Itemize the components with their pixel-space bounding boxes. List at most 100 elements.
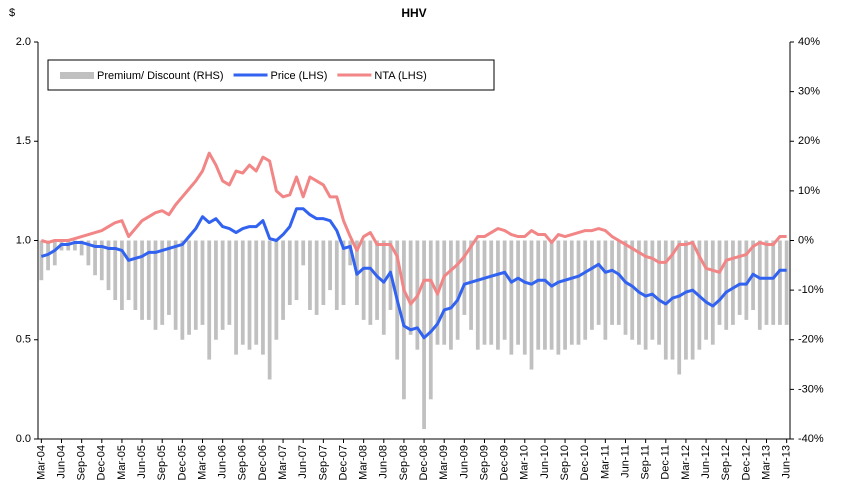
x-tick-label: Jun-05 — [136, 445, 148, 479]
x-tick-label: Mar-13 — [760, 445, 772, 480]
y2-tick-label: -10% — [798, 284, 824, 296]
chart-title: HHV — [401, 6, 426, 20]
bar — [455, 240, 460, 340]
y-tick-label: 1.5 — [16, 135, 31, 147]
bar — [677, 240, 682, 375]
x-tick-label: Dec-12 — [740, 445, 752, 480]
bar — [771, 240, 776, 325]
bar — [361, 240, 366, 320]
x-tick-label: Jun-12 — [700, 445, 712, 479]
bar — [475, 240, 480, 350]
x-tick-label: Sep-07 — [317, 445, 329, 480]
bar — [496, 240, 500, 350]
bar — [744, 240, 749, 320]
bar — [146, 240, 151, 320]
x-tick-label: Jun-06 — [217, 445, 229, 479]
bar — [193, 240, 198, 330]
bar — [650, 240, 655, 340]
x-tick-label: Sep-05 — [156, 445, 168, 480]
x-tick-label: Dec-09 — [499, 445, 511, 480]
bar — [240, 240, 245, 345]
bar — [569, 240, 574, 345]
legend-label: NTA (LHS) — [374, 70, 426, 82]
legend-swatch — [60, 72, 94, 79]
bar — [328, 240, 332, 291]
bar — [616, 240, 621, 325]
bar — [516, 240, 520, 345]
bar — [489, 240, 494, 345]
bar — [140, 240, 144, 320]
y2-tick-label: 0% — [798, 234, 814, 246]
x-tick-label: Mar-12 — [680, 445, 692, 480]
bar — [731, 240, 735, 325]
bar — [482, 240, 487, 345]
bar — [153, 240, 158, 330]
bar — [717, 240, 722, 325]
bar — [657, 240, 661, 345]
bar — [79, 240, 84, 256]
x-tick-label: Dec-06 — [257, 445, 269, 480]
x-tick-label: Mar-11 — [599, 445, 611, 479]
x-tick-label: Jun-04 — [55, 445, 67, 479]
y2-tick-label: -20% — [798, 334, 824, 346]
bar — [549, 240, 554, 350]
bar — [160, 240, 165, 325]
bar — [214, 240, 218, 340]
y-tick-label: 0.5 — [16, 334, 31, 346]
x-tick-label: Mar-07 — [277, 445, 289, 480]
x-tick-label: Jun-11 — [619, 445, 631, 478]
bar — [684, 240, 688, 360]
x-tick-label: Sep-09 — [478, 445, 490, 480]
bar — [341, 240, 346, 306]
bar — [334, 240, 339, 310]
bar — [281, 240, 285, 320]
bar — [86, 240, 91, 266]
bar — [39, 240, 44, 281]
bar — [267, 240, 272, 380]
y2-tick-label: 40% — [798, 36, 820, 48]
bar — [724, 240, 729, 330]
bar — [422, 240, 426, 430]
x-tick-label: Jun-10 — [539, 445, 551, 479]
bar — [630, 240, 635, 340]
x-tick-label: Sep-11 — [640, 445, 652, 480]
bar — [462, 240, 467, 315]
x-tick-label: Dec-07 — [337, 445, 349, 480]
bar — [180, 240, 185, 340]
y-tick-label: 1.0 — [16, 234, 31, 246]
legend-label: Price (LHS) — [271, 70, 328, 82]
bar — [348, 240, 353, 266]
bar — [576, 240, 581, 345]
y-tick-label: 2.0 — [16, 36, 31, 48]
y-axis-label: $ — [9, 7, 15, 19]
x-tick-label: Mar-09 — [438, 445, 450, 480]
line-series — [40, 151, 787, 306]
x-tick-label: Mar-06 — [196, 445, 208, 480]
bar — [274, 240, 279, 340]
x-tick-label: Sep-10 — [559, 445, 571, 480]
bar — [502, 240, 507, 340]
x-tick-label: Dec-11 — [660, 445, 672, 480]
bar — [610, 240, 614, 325]
x-tick-label: Mar-10 — [519, 445, 531, 480]
bar — [207, 240, 212, 360]
bar — [590, 240, 594, 330]
bar — [308, 240, 312, 310]
bar — [93, 240, 97, 276]
bar — [778, 240, 782, 325]
bar — [563, 240, 567, 350]
bar — [757, 240, 762, 330]
bar — [428, 240, 433, 400]
x-tick-label: Jun-09 — [458, 445, 470, 479]
bar — [187, 240, 191, 335]
bar — [556, 240, 561, 355]
bar — [442, 240, 447, 345]
x-tick-label: Dec-04 — [96, 445, 108, 480]
bar — [583, 240, 588, 340]
bar — [126, 240, 131, 301]
x-tick-label: Mar-05 — [116, 445, 128, 480]
legend-box — [47, 59, 495, 91]
bar — [375, 240, 379, 320]
x-tick-label: Jun-08 — [378, 445, 390, 479]
